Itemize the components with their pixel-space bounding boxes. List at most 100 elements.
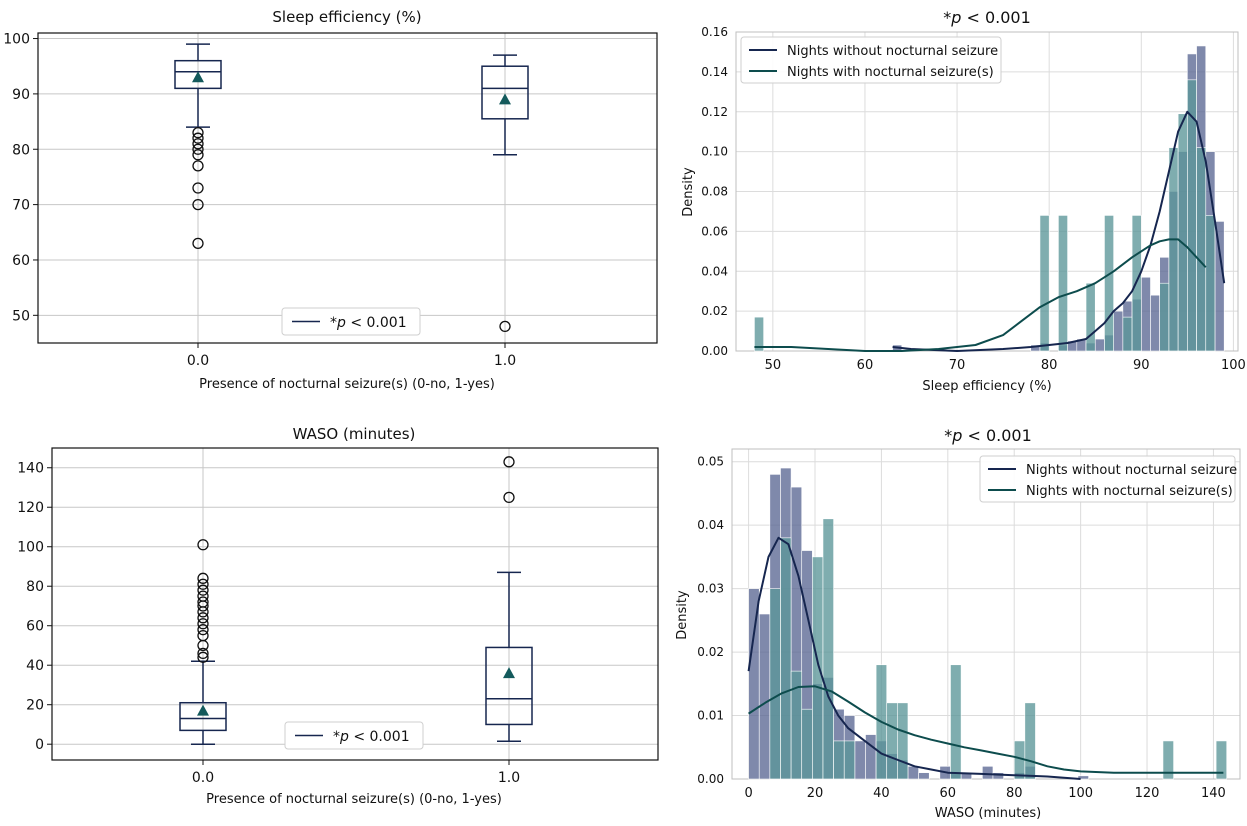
box-iqr [179,701,227,732]
y-tick-label: 100 [17,540,44,556]
outlier-point [197,629,209,642]
mean-marker [197,704,209,716]
bar-with-seizure [1159,282,1170,352]
outlier-point [197,596,209,608]
x-tick-label: 80 [1041,358,1058,373]
legend-label-p: p [336,315,346,331]
y-tick-label: 80 [26,579,44,595]
x-tick-label: 60 [940,786,957,801]
x-tick-label: 60 [857,358,874,373]
waso-hist-xlabel: WASO (minutes) [935,806,1041,821]
x-tick-label: 120 [1135,786,1160,801]
legend-label-rest: < 0.001 [346,315,407,331]
x-tick-label: 90 [1133,358,1150,373]
outlier-point [197,624,209,636]
y-tick-label: 0.08 [701,185,728,199]
mean-marker [192,71,204,83]
bar-with-seizure [1122,316,1133,352]
outlier-point [192,149,204,161]
outlier-point [192,198,204,211]
y-tick-label: 0.03 [697,582,724,596]
plot-frame [735,31,1239,352]
bar-without-seizure [1214,221,1225,352]
x-tick-label: 100 [1068,786,1093,801]
legend-label: *p < 0.001 [333,729,410,745]
outlier-point [197,647,209,660]
outlier-point [197,651,209,663]
legend-label-prefix: * [330,315,337,331]
y-tick-label: 0 [35,737,44,753]
bar-with-seizure [1168,147,1179,352]
y-tick-label: 0.02 [697,645,724,659]
y-tick-label: 20 [26,698,44,714]
kde-without-seizure [747,536,1081,780]
outlier-point [197,572,209,584]
kde-without-seizure [892,110,1226,352]
y-tick-label: 0.01 [697,709,724,723]
bar-without-seizure [748,588,760,780]
bar-without-seizure [918,772,930,780]
x-tick-label: 40 [873,786,890,801]
bar-without-seizure [982,766,994,780]
bar-with-seizure [833,740,845,780]
bar-without-seizure [1150,294,1161,352]
bar-without-seizure [907,766,919,780]
mean-marker [499,93,511,105]
legend-label: Nights without nocturnal seizure [1026,463,1237,478]
outlier-point [197,578,209,590]
bar-with-seizure [950,664,962,780]
y-tick-label: 0.04 [697,518,724,532]
box-iqr [174,59,222,90]
sleep-efficiency-histogram: *p < 0.001 Sleep efficiency (%) Density … [681,8,1246,394]
bar-without-seizure [854,740,866,780]
bar-with-seizure [1024,702,1036,780]
sleep-efficiency-hist-xlabel: Sleep efficiency (%) [922,379,1051,394]
y-tick-label: 60 [26,619,44,635]
bar-with-seizure [1215,740,1228,780]
hist-legend: Nights without nocturnal seizure Nights w… [979,455,1237,503]
bar-with-seizure [1205,215,1216,352]
y-tick-label: 50 [12,308,30,324]
plot-frame [51,447,659,761]
box-iqr [481,65,529,120]
outlier-point [192,126,204,139]
y-tick-label: 0.04 [701,264,728,278]
bar-with-seizure [754,316,764,352]
y-tick-label: 0.02 [701,304,728,318]
bar-with-seizure [769,588,781,780]
bar-with-seizure [886,702,898,780]
y-tick-label: 70 [12,198,30,214]
bar-with-seizure [1196,147,1207,352]
y-tick-label: 40 [26,658,44,674]
bar-without-seizure [1077,775,1089,780]
box-iqr [485,646,533,726]
outlier-point [192,132,204,144]
y-tick-label: 60 [12,253,30,269]
y-tick-label: 80 [12,142,30,158]
bar-with-seizure [822,518,834,780]
legend-label-rest: < 0.001 [349,729,410,745]
outlier-point [197,612,209,624]
sleep-efficiency-hist-title: *p < 0.001 [943,8,1031,27]
bar-with-seizure [1104,215,1114,352]
y-tick-label: 0.00 [697,772,724,786]
outlier-point [192,237,204,250]
legend-label-prefix: * [333,729,340,745]
bar-with-seizure [1085,282,1096,352]
x-tick-label: 0.0 [192,770,214,786]
waso-boxplot: WASO (minutes) Presence of nocturnal sei… [17,425,659,807]
sleep-efficiency-hist-ylabel: Density [681,167,696,217]
mean-marker [503,667,515,679]
outlier-point [499,320,511,333]
waso-histogram: *p < 0.001 WASO (minutes) Density 0.00 0.… [675,426,1241,821]
x-tick-label: 50 [765,358,782,373]
outlier-point [197,539,209,551]
y-tick-label: 0.12 [701,105,728,119]
sleep-efficiency-boxplot: Sleep efficiency (%) Presence of nocturn… [3,8,658,392]
waso-box-xlabel: Presence of nocturnal seizure(s) (0-no, … [206,792,502,807]
bar-with-seizure [1162,740,1174,780]
outlier-point [192,182,204,194]
bar-without-seizure [1094,338,1105,352]
box-legend: *p < 0.001 [281,307,421,336]
